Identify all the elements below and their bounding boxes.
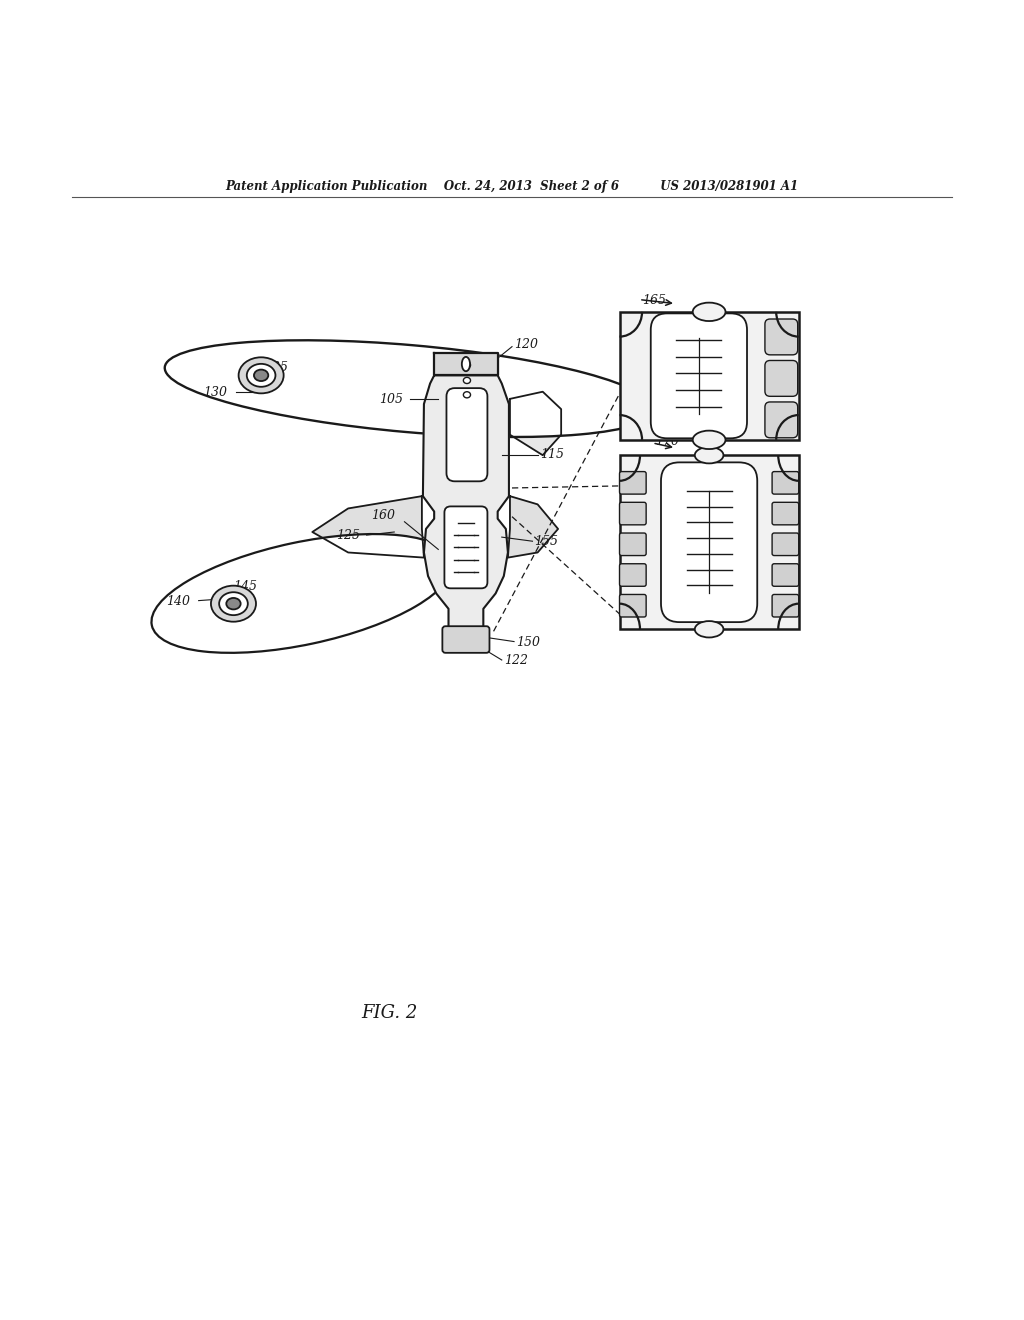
Bar [620,312,799,440]
Ellipse shape [152,535,453,653]
FancyBboxPatch shape [765,319,798,355]
FancyBboxPatch shape [446,388,487,482]
Text: Patent Application Publication    Oct. 24, 2013  Sheet 2 of 6          US 2013/0: Patent Application Publication Oct. 24, … [225,181,799,194]
Ellipse shape [239,358,284,393]
Text: 145: 145 [233,581,257,594]
Polygon shape [312,496,424,557]
Text: 100: 100 [723,325,746,338]
FancyBboxPatch shape [772,471,799,494]
Ellipse shape [692,430,725,449]
FancyBboxPatch shape [772,533,799,556]
Polygon shape [434,352,498,375]
Polygon shape [510,392,561,455]
Text: 160: 160 [371,508,394,521]
FancyBboxPatch shape [772,564,799,586]
FancyBboxPatch shape [651,313,746,438]
Polygon shape [508,496,558,557]
FancyBboxPatch shape [620,533,646,556]
FancyBboxPatch shape [662,462,757,622]
FancyBboxPatch shape [772,503,799,525]
Ellipse shape [165,341,654,437]
Ellipse shape [211,586,256,622]
FancyBboxPatch shape [620,564,646,586]
Text: 170: 170 [655,436,679,447]
Text: 120: 120 [514,338,538,351]
Bar [620,455,799,630]
FancyBboxPatch shape [772,594,799,616]
Ellipse shape [694,622,723,638]
FancyBboxPatch shape [444,507,487,589]
Text: 105: 105 [379,393,402,407]
Ellipse shape [463,362,470,368]
Ellipse shape [219,593,248,615]
Text: 165: 165 [642,293,666,306]
Ellipse shape [692,302,725,321]
Ellipse shape [254,370,268,381]
FancyBboxPatch shape [620,594,646,616]
FancyBboxPatch shape [765,360,798,396]
Ellipse shape [694,447,723,463]
Text: 135: 135 [264,362,288,375]
Ellipse shape [462,356,470,371]
FancyBboxPatch shape [442,626,489,653]
Text: 140: 140 [166,595,189,607]
Ellipse shape [247,364,275,387]
Polygon shape [423,375,509,647]
Text: FIG. 2: FIG. 2 [360,1005,418,1022]
Text: 125: 125 [336,529,359,543]
Ellipse shape [226,598,241,610]
Text: 115: 115 [540,449,563,461]
Text: 122: 122 [504,655,527,667]
Text: 155: 155 [535,536,558,548]
FancyBboxPatch shape [765,403,798,438]
Text: 150: 150 [516,636,540,648]
Ellipse shape [463,392,470,397]
Ellipse shape [463,378,470,384]
FancyBboxPatch shape [620,471,646,494]
FancyBboxPatch shape [620,503,646,525]
Text: 130: 130 [203,385,226,399]
